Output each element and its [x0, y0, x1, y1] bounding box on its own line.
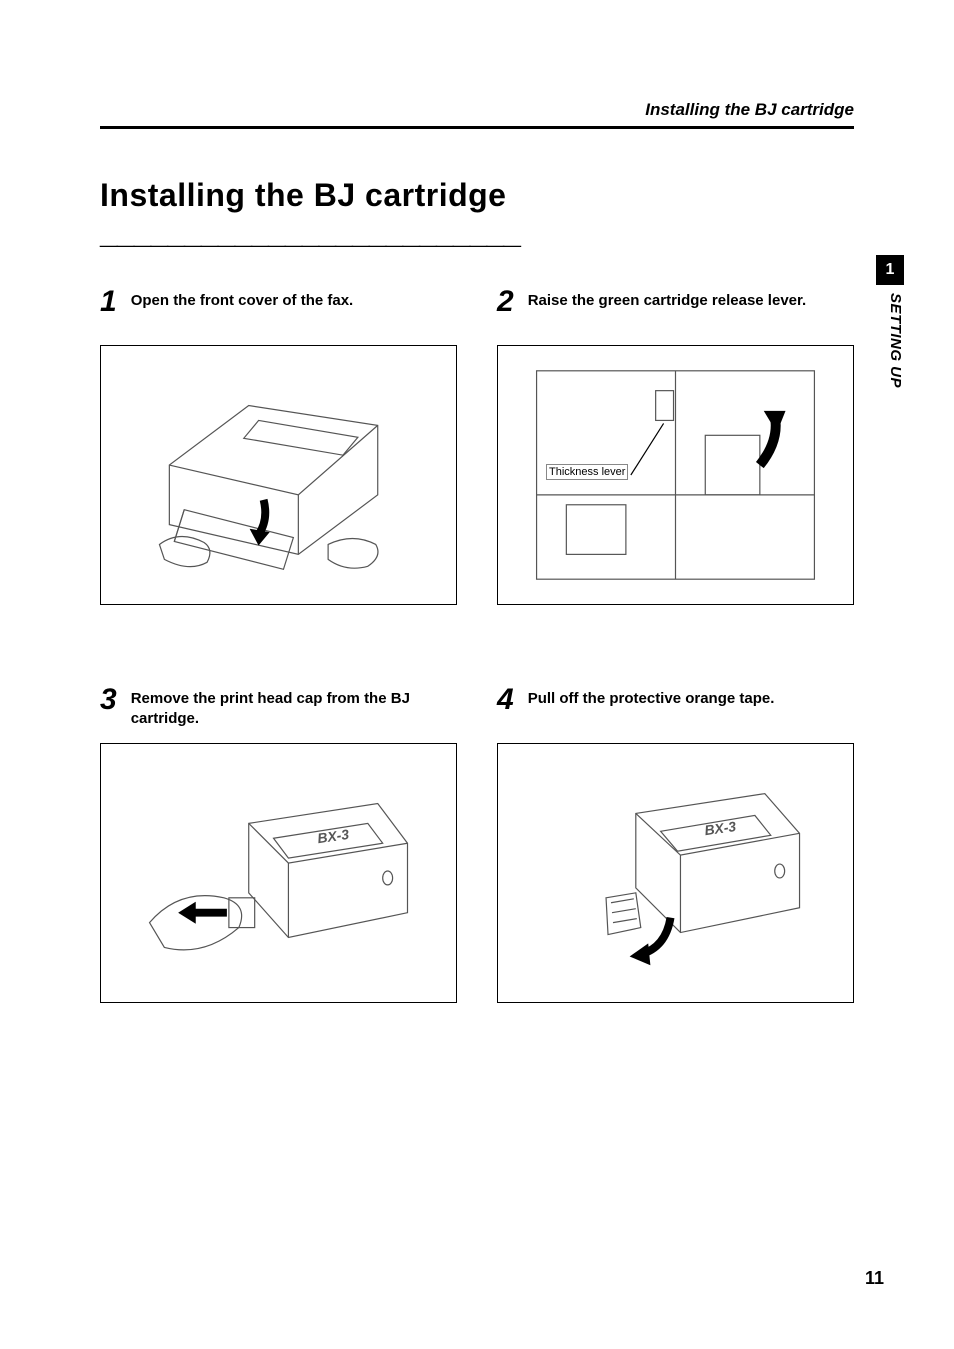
section-title: Installing the BJ cartridge ____________…: [100, 177, 884, 251]
thickness-lever-callout: Thickness lever: [546, 464, 628, 480]
step-figure-4: BX-3: [497, 743, 854, 1003]
step-4: 4 Pull off the protective orange tape.: [497, 685, 854, 1003]
step-1: 1 Open the front cover of the fax.: [100, 287, 457, 605]
cartridge-label: BX-3: [703, 818, 737, 838]
steps-grid: 1 Open the front cover of the fax.: [100, 287, 854, 1003]
step-number: 4: [497, 685, 514, 715]
step-text: Open the front cover of the fax.: [131, 287, 354, 311]
step-text: Remove the print head cap from the BJ ca…: [131, 685, 457, 730]
page-number: 11: [865, 1268, 884, 1289]
step-3: 3 Remove the print head cap from the BJ …: [100, 685, 457, 1003]
step-number: 1: [100, 287, 117, 317]
step-text: Raise the green cartridge release lever.: [528, 287, 807, 311]
step-2: 2 Raise the green cartridge release leve…: [497, 287, 854, 605]
section-title-text: Installing the BJ cartridge: [100, 177, 506, 213]
section-title-trailing: _________________________: [100, 214, 520, 250]
step-figure-1: [100, 345, 457, 605]
chapter-tab-number: 1: [876, 255, 904, 285]
step-figure-3: BX-3: [100, 743, 457, 1003]
step-figure-2: Thickness lever: [497, 345, 854, 605]
running-head: Installing the BJ cartridge: [100, 100, 884, 120]
chapter-tab-label: SETTING UP: [876, 293, 904, 388]
step-text: Pull off the protective orange tape.: [528, 685, 775, 709]
fax-open-cover-illustration: [101, 346, 456, 604]
remove-tape-illustration: BX-3: [498, 744, 853, 1002]
step-number: 2: [497, 287, 514, 317]
header-rule: [100, 126, 854, 129]
remove-cap-illustration: BX-3: [101, 744, 456, 1002]
step-number: 3: [100, 685, 117, 715]
cartridge-label: BX-3: [316, 826, 350, 846]
